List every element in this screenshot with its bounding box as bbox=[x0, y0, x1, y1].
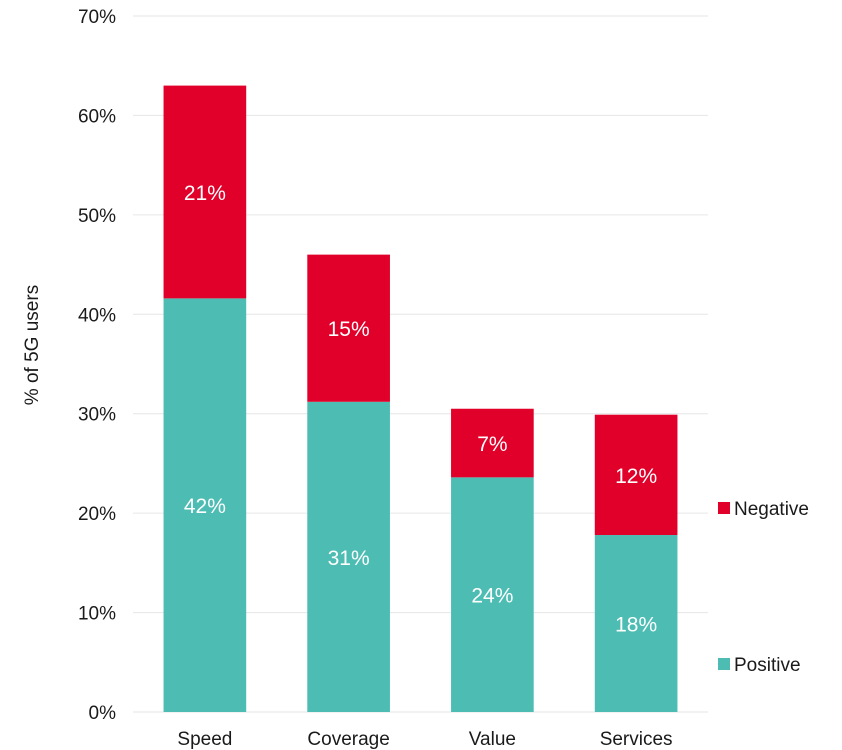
bar-negative-coverage bbox=[307, 254, 390, 402]
bar-positive-coverage bbox=[307, 401, 390, 712]
data-label: 18% bbox=[615, 614, 657, 637]
data-label: 42% bbox=[184, 495, 226, 518]
bar-negative-value bbox=[451, 408, 534, 478]
y-tick-label: 30% bbox=[78, 405, 116, 426]
legend-swatch-positive bbox=[718, 658, 730, 670]
bar-negative-services bbox=[594, 414, 678, 536]
bar-positive-speed bbox=[163, 298, 247, 712]
x-category-label: Coverage bbox=[307, 729, 389, 750]
y-tick-label: 60% bbox=[78, 106, 116, 127]
x-category-label: Speed bbox=[177, 729, 232, 750]
data-label: 12% bbox=[615, 465, 657, 488]
y-axis-ticks: 0% 10% 20% 30% 40% 50% 60% 70% bbox=[78, 7, 116, 724]
data-label: 24% bbox=[471, 585, 513, 608]
x-category-label: Services bbox=[600, 729, 673, 750]
y-tick-label: 0% bbox=[89, 703, 117, 724]
data-label: 31% bbox=[328, 547, 370, 570]
y-tick-label: 50% bbox=[78, 206, 116, 227]
data-labels: 42% 21% 31% 15% 24% 7% 18% 12% bbox=[184, 182, 657, 637]
data-label: 7% bbox=[477, 433, 507, 456]
bar-positive-value bbox=[451, 477, 534, 712]
legend: Positive Negative bbox=[718, 499, 809, 676]
legend-label-positive: Positive bbox=[734, 655, 801, 676]
legend-label-negative: Negative bbox=[734, 499, 809, 520]
y-tick-label: 70% bbox=[78, 7, 116, 28]
y-tick-label: 20% bbox=[78, 504, 116, 525]
y-tick-label: 40% bbox=[78, 305, 116, 326]
bar-negative-speed bbox=[163, 85, 247, 299]
y-tick-label: 10% bbox=[78, 604, 116, 625]
data-label: 21% bbox=[184, 182, 226, 205]
x-category-label: Value bbox=[469, 729, 516, 750]
legend-swatch-negative bbox=[718, 502, 730, 514]
x-axis-categories: Speed Coverage Value Services bbox=[177, 729, 672, 750]
bar-positive-services bbox=[594, 535, 678, 712]
y-axis-label: % of 5G users bbox=[22, 285, 43, 405]
bars bbox=[163, 85, 678, 712]
data-label: 15% bbox=[328, 318, 370, 341]
